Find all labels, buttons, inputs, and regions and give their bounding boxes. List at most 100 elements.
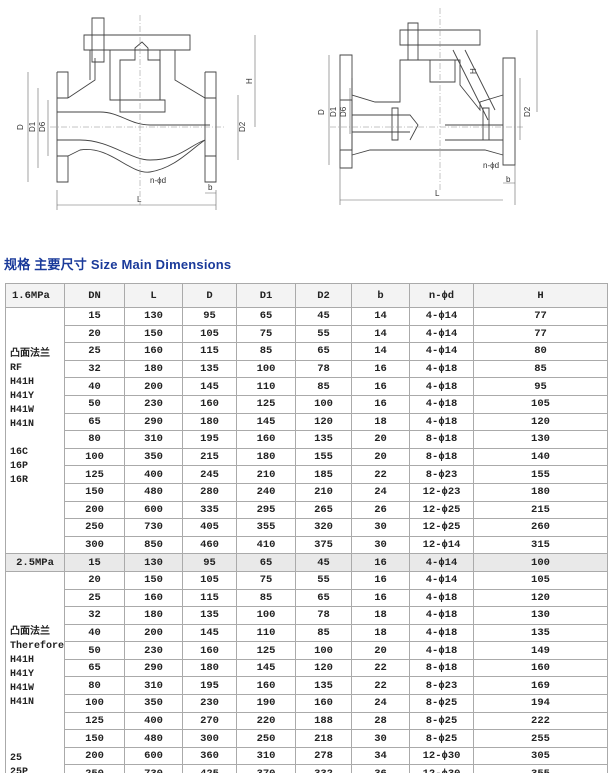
table-cell: 480 (124, 729, 184, 748)
section-title: 规格 主要尺寸 Size Main Dimensions (4, 257, 232, 272)
table-cell: 360 (182, 746, 238, 766)
table-cell: 16 (351, 359, 411, 379)
table-cell: 265 (295, 500, 353, 520)
table-cell: 25 (64, 342, 126, 361)
table-cell: 230 (124, 394, 184, 414)
table-cell: 130 (473, 430, 608, 449)
table-cell: 370 (236, 764, 297, 773)
table-cell: 160 (236, 676, 297, 696)
table-cell: 40 (64, 623, 126, 643)
table-cell: 20 (351, 641, 411, 660)
table-cell: 160 (295, 694, 353, 713)
table-cell: 16 (351, 377, 411, 396)
table-cell: 200 (64, 746, 126, 766)
table-cell: 150 (64, 729, 126, 748)
column-header: D (182, 283, 238, 308)
column-header: D2 (295, 283, 353, 308)
table-row: 50 230 160 125 100 20 4-ϕ18 149 (6, 641, 608, 660)
model-label (10, 432, 64, 446)
table-cell: 24 (351, 482, 411, 502)
column-header: L (124, 283, 184, 308)
table-cell: 180 (182, 658, 238, 678)
label-D2: D2 (523, 106, 532, 117)
table-cell: 120 (295, 412, 353, 432)
table-row: 25 160 115 85 65 14 4-ϕ14 80 (6, 342, 608, 361)
table-cell: 230 (124, 641, 184, 660)
table-cell: 140 (473, 447, 608, 467)
table-cell: 425 (182, 764, 238, 773)
model-label: H41Y (10, 668, 35, 680)
table-cell: 130 (124, 553, 184, 572)
table-cell: 375 (295, 535, 353, 555)
table-cell: 100 (295, 641, 353, 660)
table-cell: 215 (473, 500, 608, 520)
model-label (10, 710, 64, 724)
table-cell: 310 (124, 430, 184, 449)
label-nd: n-ϕd (150, 176, 166, 185)
table-cell: 80 (64, 430, 126, 449)
table-cell: 14 (351, 342, 411, 361)
table-cell: 215 (182, 447, 238, 467)
table-cell: 210 (236, 465, 297, 484)
table-cell: 290 (124, 658, 184, 678)
table-cell: 8-ϕ25 (409, 694, 475, 713)
table-cell: 14 (351, 307, 411, 326)
table-cell: 20 (351, 430, 411, 449)
table-cell: 145 (182, 377, 238, 396)
table-cell: 12-ϕ30 (409, 764, 475, 773)
table-cell: 460 (182, 535, 238, 555)
table-cell: 65 (295, 342, 353, 361)
table-cell: 180 (236, 447, 297, 467)
table-cell: 22 (351, 465, 411, 484)
table-cell: 45 (295, 307, 353, 326)
table-cell: 210 (295, 482, 353, 502)
model-label: 25 (10, 752, 23, 764)
table-cell: 80 (473, 342, 608, 361)
label-b: b (208, 183, 213, 192)
table-cell: 270 (182, 711, 238, 731)
table-cell: 18 (351, 412, 411, 432)
table-row: 40 200 145 110 85 18 4-ϕ18 135 (6, 623, 608, 643)
table-cell: 8-ϕ23 (409, 676, 475, 696)
table-cell: 278 (295, 746, 353, 766)
horizontal-check-valve-drawing: D D1 D6 D2 H L b n-ϕd (317, 8, 538, 205)
table-cell: 250 (64, 518, 126, 537)
table-cell: 410 (236, 535, 297, 555)
table-cell: 36 (351, 764, 411, 773)
table-cell: 255 (473, 729, 608, 748)
pressure-label: 2.5MPa (4, 553, 66, 572)
label-D1: D1 (329, 106, 338, 117)
table-cell: 310 (236, 746, 297, 766)
table-cell: 155 (473, 465, 608, 484)
table-cell: 55 (295, 324, 353, 344)
table-cell: 218 (295, 729, 353, 748)
table-cell: 95 (182, 307, 238, 326)
model-label: H41H (10, 377, 35, 388)
table-cell: 100 (295, 394, 353, 414)
model-label: H41W (10, 405, 35, 416)
table-cell: 350 (124, 694, 184, 713)
table-cell: 195 (182, 676, 238, 696)
table-cell: 135 (295, 676, 353, 696)
table-cell: 130 (124, 307, 184, 326)
table-cell: 100 (64, 694, 126, 713)
table-cell: 355 (236, 518, 297, 537)
table-cell: 100 (473, 553, 608, 572)
table-cell: 135 (182, 359, 238, 379)
table-cell: 12-ϕ14 (409, 535, 475, 555)
table-cell: 8-ϕ25 (409, 729, 475, 748)
pressure-row: 2.5MPa 15 130 95 65 45 16 4-ϕ14 100 (4, 553, 608, 572)
table-cell: 65 (64, 412, 126, 432)
column-header: DN (64, 283, 126, 308)
table-cell: 300 (182, 729, 238, 748)
table-cell: 185 (295, 465, 353, 484)
table-row: 80 310 195 160 135 20 8-ϕ18 130 (6, 430, 608, 449)
table-cell: 55 (295, 570, 353, 590)
table-cell: 200 (124, 623, 184, 643)
table-cell: 160 (124, 342, 184, 361)
table-cell: 850 (124, 535, 184, 555)
label-D: D (16, 124, 25, 130)
model-label: 凸面法兰 (10, 349, 50, 360)
table-cell: 135 (295, 430, 353, 449)
